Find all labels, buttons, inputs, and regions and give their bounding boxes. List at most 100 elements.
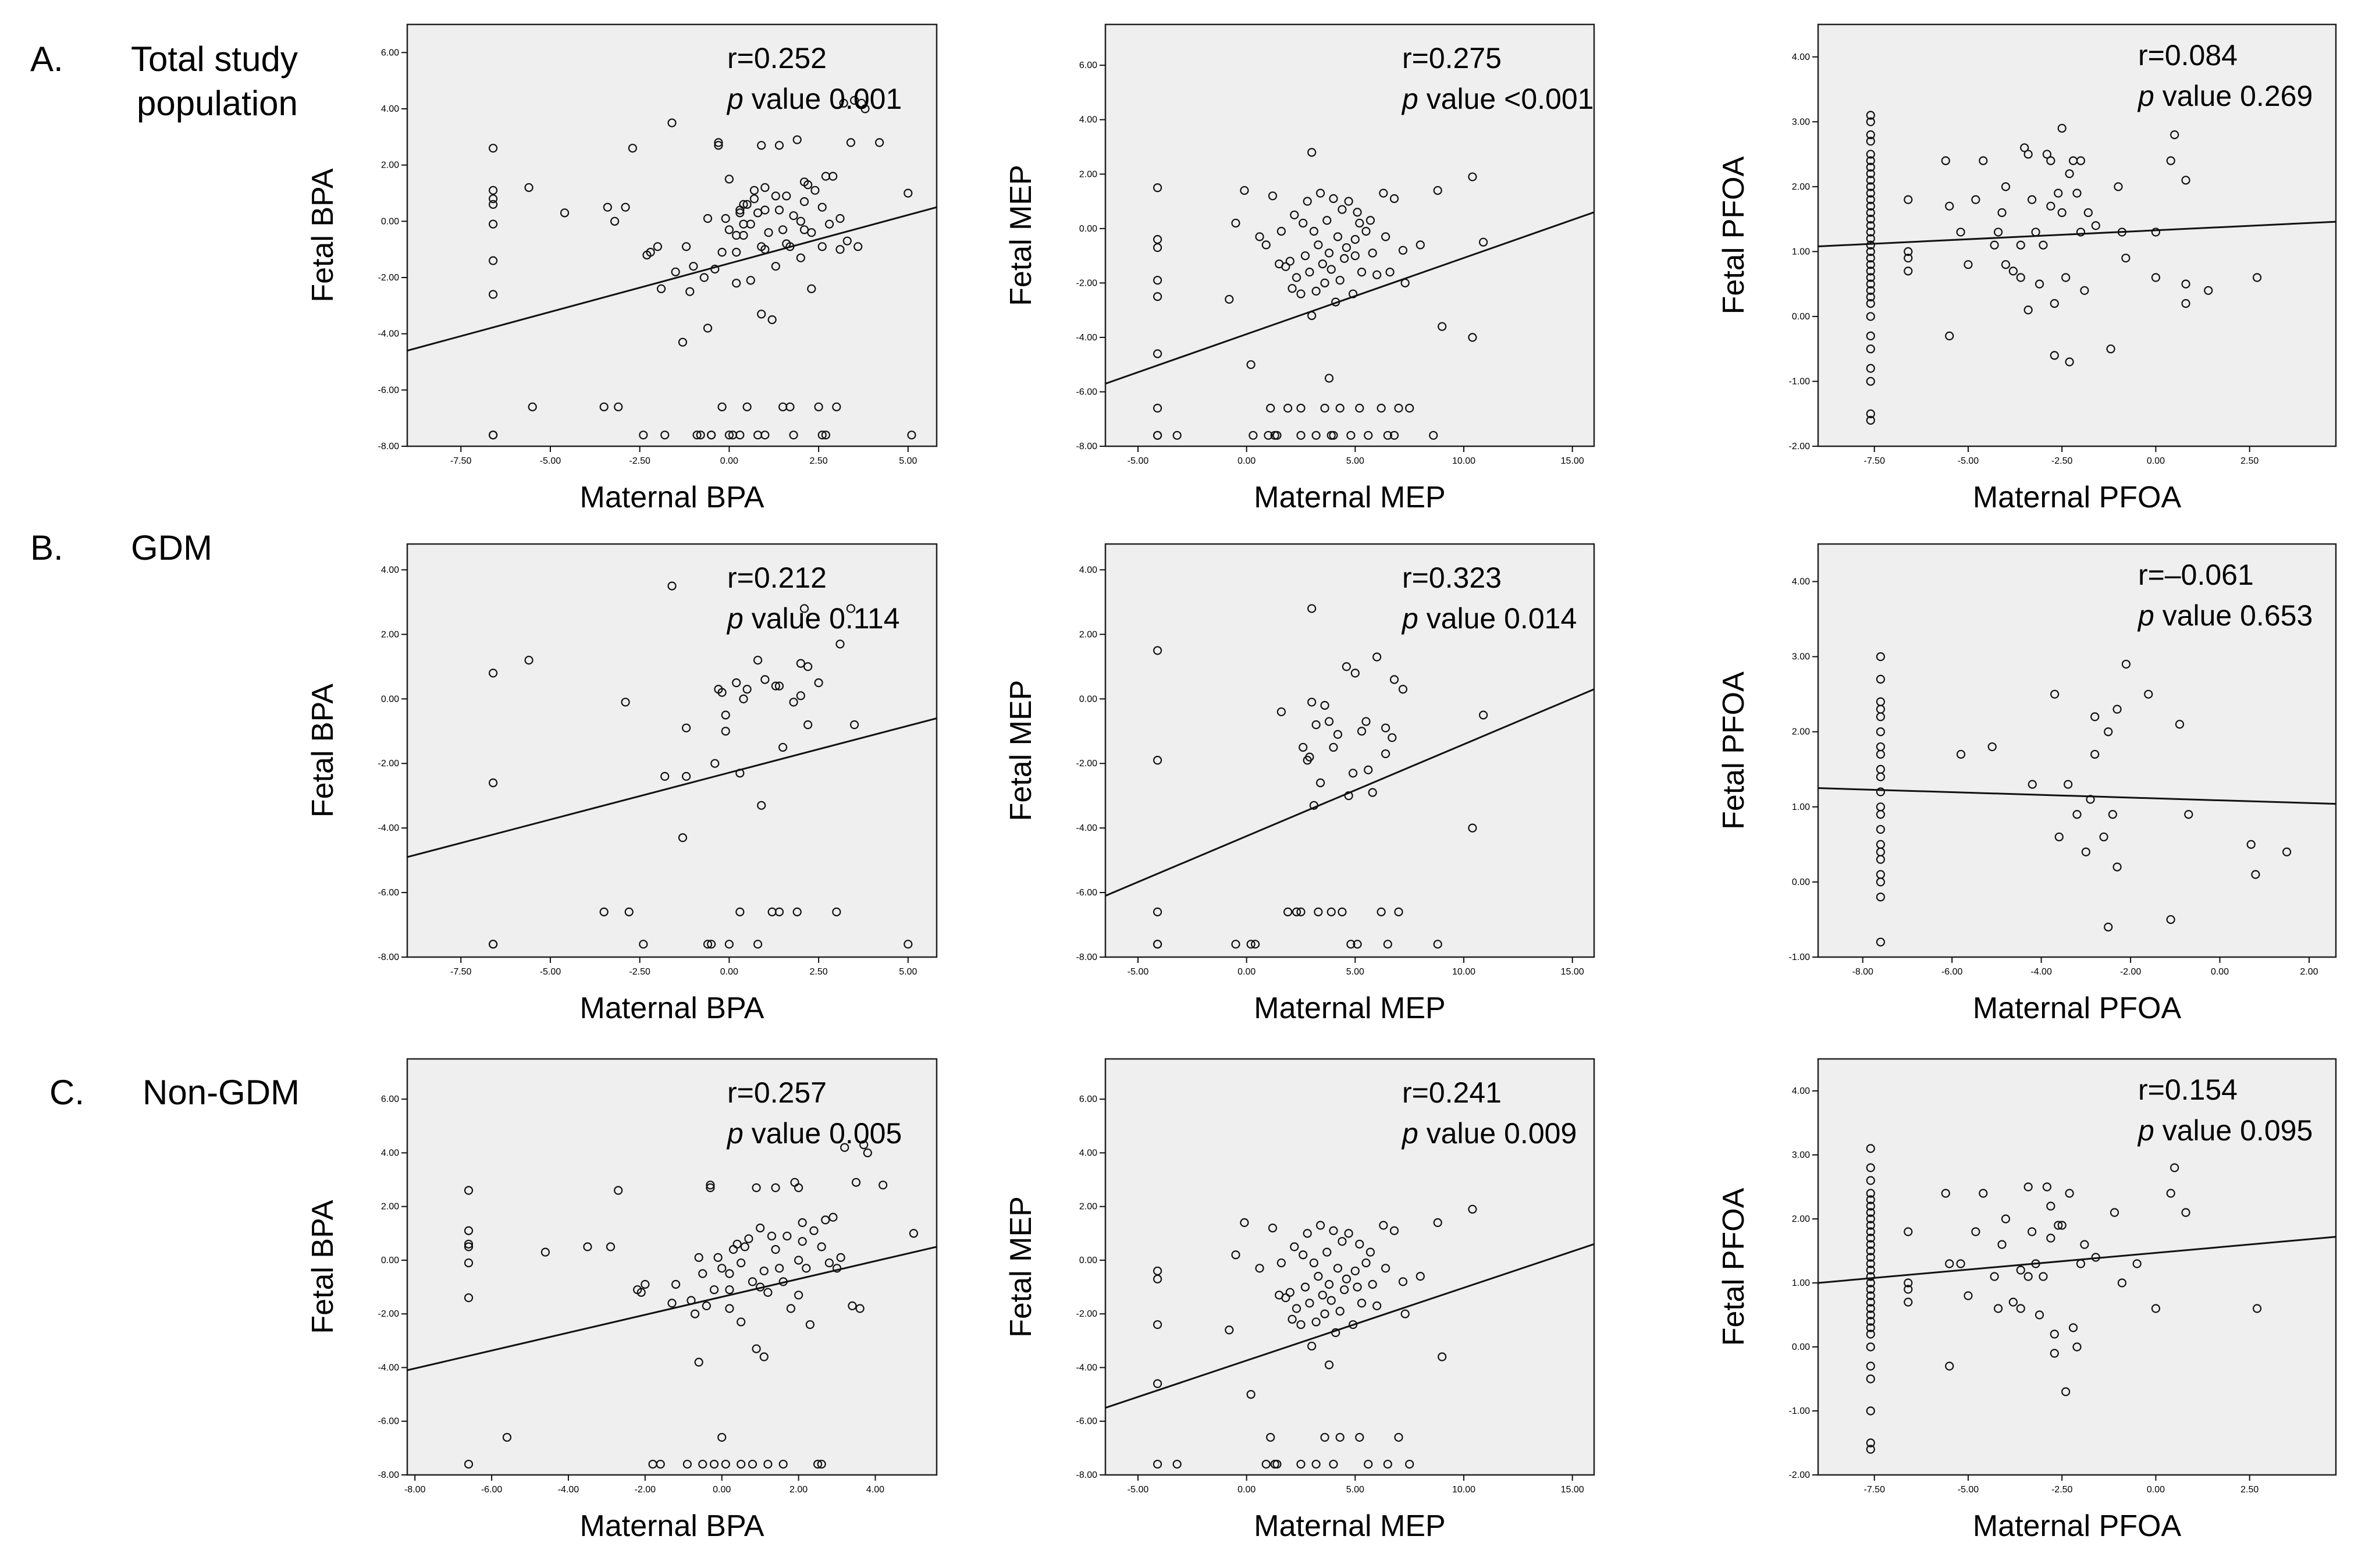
data-point: [1468, 333, 1477, 342]
data-point: [1346, 940, 1356, 949]
data-point: [863, 1148, 872, 1158]
data-point: [1172, 1459, 1182, 1469]
data-point: [1324, 1360, 1334, 1370]
x-tick-label: -2.50: [2051, 1485, 2073, 1495]
data-point: [1866, 1253, 1875, 1262]
data-point: [1866, 1246, 1875, 1256]
data-point: [2028, 195, 2037, 204]
x-axis-label: Maternal BPA: [580, 1509, 764, 1543]
data-point: [678, 337, 688, 347]
data-point: [1433, 940, 1442, 949]
data-point: [624, 907, 634, 916]
data-point: [760, 675, 770, 684]
p-value-text: value 0.005: [744, 1117, 902, 1150]
data-point: [1246, 360, 1256, 369]
data-point: [1904, 1227, 1913, 1236]
correlation-r: r=0.084: [2138, 39, 2238, 72]
x-tick-label: -5.00: [1128, 456, 1149, 466]
data-point: [464, 1226, 474, 1235]
data-point: [1329, 742, 1338, 752]
data-point: [1964, 260, 1973, 269]
data-point: [1364, 765, 1373, 774]
regression-line: [1105, 688, 1594, 897]
y-tick-label: -6.00: [378, 888, 400, 898]
data-point: [1866, 409, 1875, 418]
y-axis-label: Fetal PFOA: [1717, 156, 1751, 314]
data-point: [1956, 227, 1965, 237]
x-tick-label: -6.00: [481, 1485, 503, 1495]
data-point: [2042, 150, 2052, 159]
row-label-b: B. GDM: [30, 528, 212, 567]
data-point: [1276, 226, 1286, 236]
x-tick-label: -5.00: [1958, 456, 1979, 466]
data-point: [1153, 349, 1162, 358]
x-tick-label: -7.50: [1864, 456, 1886, 466]
data-point: [1866, 1304, 1875, 1313]
x-axis-label: Maternal BPA: [580, 481, 764, 514]
data-point: [1307, 1341, 1317, 1351]
data-point: [1296, 289, 1306, 298]
data-point: [1904, 1285, 1913, 1294]
data-point: [721, 727, 730, 736]
data-point: [2080, 286, 2089, 295]
data-point: [1866, 253, 1875, 263]
data-point: [2064, 780, 2073, 789]
data-point: [694, 1253, 703, 1262]
x-tick-label: 0.00: [2211, 967, 2229, 977]
scatter-panel: -8.00 -6.00 -4.00 -2.00 0.00 2.00 4.00 -5.00 0.0…: [1004, 543, 1595, 1025]
x-tick-label: -8.00: [1852, 967, 1873, 977]
data-point: [1866, 292, 1875, 302]
data-point: [698, 1269, 707, 1278]
data-point: [796, 691, 805, 701]
data-point: [846, 138, 856, 147]
data-point: [656, 1459, 665, 1469]
data-point: [909, 1229, 919, 1238]
data-point: [778, 742, 788, 752]
row-title-line-2: population: [137, 84, 298, 123]
data-point: [2166, 915, 2175, 925]
data-point: [1153, 403, 1162, 413]
y-tick-label: 0.00: [1792, 877, 1810, 887]
x-axis-label: Maternal PFOA: [1973, 1509, 2182, 1543]
data-point: [2028, 780, 2037, 789]
data-point: [842, 236, 852, 246]
y-tick-label: -4.00: [1076, 333, 1098, 343]
data-point: [1941, 156, 1950, 165]
regression-line: [1818, 1236, 2336, 1284]
data-point: [757, 310, 766, 319]
y-tick-label: 3.00: [1792, 117, 1810, 127]
p-symbol: p: [2137, 80, 2154, 112]
data-point: [1904, 1297, 1913, 1307]
data-point: [717, 688, 727, 697]
x-tick-label: 10.00: [1452, 456, 1475, 466]
data-point: [763, 1459, 773, 1469]
data-point: [1904, 253, 1913, 263]
plot-area: [1104, 543, 1595, 958]
data-point: [803, 662, 813, 671]
data-point: [2023, 1182, 2033, 1192]
data-point: [1866, 117, 1875, 126]
data-point: [807, 284, 816, 293]
plot-area: [406, 543, 938, 958]
plot-area: [1817, 543, 2337, 958]
y-tick-label: 0.00: [1079, 694, 1097, 704]
marks: [1818, 111, 2336, 425]
data-point: [464, 1258, 474, 1268]
data-point: [1311, 1317, 1321, 1327]
plot-area: [1817, 1058, 2337, 1476]
data-point: [836, 1253, 845, 1262]
data-point: [614, 402, 623, 411]
data-point: [1364, 431, 1373, 440]
data-point: [1866, 344, 1875, 354]
y-tick-label: 2.00: [381, 1202, 399, 1212]
x-tick-label: -5.00: [540, 456, 561, 466]
data-point: [1381, 1264, 1390, 1273]
data-point: [1272, 1459, 1282, 1469]
y-tick-label: -1.00: [1789, 1406, 1811, 1416]
data-point: [1866, 273, 1875, 282]
data-point: [1389, 675, 1399, 684]
data-point: [2035, 279, 2044, 289]
data-point: [1866, 201, 1875, 211]
data-point: [1320, 1309, 1329, 1318]
data-point: [1322, 216, 1332, 225]
